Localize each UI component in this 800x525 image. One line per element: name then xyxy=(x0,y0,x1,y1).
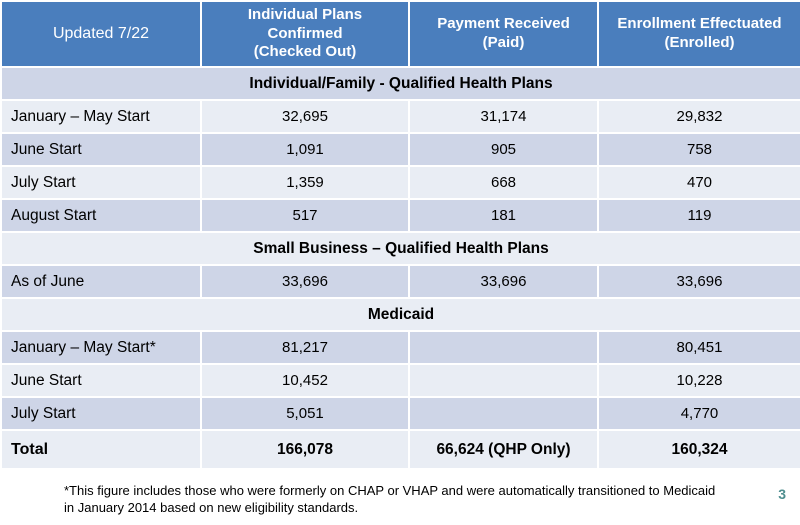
row-label: January – May Start* xyxy=(0,330,202,365)
data-row: July Start 5,051 4,770 xyxy=(0,396,800,431)
header-row: Updated 7/22 Individual Plans Confirmed … xyxy=(0,0,800,68)
enrolled-value: 10,228 xyxy=(597,363,800,398)
confirmed-value: 166,078 xyxy=(200,429,410,470)
paid-value: 181 xyxy=(408,198,599,233)
row-label: Total xyxy=(0,429,202,470)
data-row: January – May Start* 81,217 80,451 xyxy=(0,330,800,365)
updated-date-cell: Updated 7/22 xyxy=(0,0,202,68)
col-header-paid: Payment Received (Paid) xyxy=(408,0,599,68)
enrolled-value: 4,770 xyxy=(597,396,800,431)
data-row: As of June 33,696 33,696 33,696 xyxy=(0,264,800,299)
confirmed-value: 1,359 xyxy=(200,165,410,200)
col-header-confirmed: Individual Plans Confirmed (Checked Out) xyxy=(200,0,410,68)
paid-value xyxy=(408,330,599,365)
enrolled-value: 29,832 xyxy=(597,99,800,134)
enrolled-value: 758 xyxy=(597,132,800,167)
section-header: Small Business – Qualified Health Plans xyxy=(0,231,800,266)
confirmed-value: 32,695 xyxy=(200,99,410,134)
enrolled-value: 119 xyxy=(597,198,800,233)
row-label: January – May Start xyxy=(0,99,202,134)
section-header: Individual/Family - Qualified Health Pla… xyxy=(0,66,800,101)
paid-value xyxy=(408,363,599,398)
enrolled-value: 33,696 xyxy=(597,264,800,299)
enrollment-table: Updated 7/22 Individual Plans Confirmed … xyxy=(0,0,800,470)
data-row: August Start 517 181 119 xyxy=(0,198,800,233)
total-row: Total 166,078 66,624 (QHP Only) 160,324 xyxy=(0,429,800,470)
table-header: Updated 7/22 Individual Plans Confirmed … xyxy=(0,0,800,68)
enrolled-value: 160,324 xyxy=(597,429,800,470)
row-label: As of June xyxy=(0,264,202,299)
confirmed-value: 5,051 xyxy=(200,396,410,431)
paid-value: 668 xyxy=(408,165,599,200)
confirmed-value: 81,217 xyxy=(200,330,410,365)
row-label: July Start xyxy=(0,396,202,431)
paid-value: 905 xyxy=(408,132,599,167)
data-row: July Start 1,359 668 470 xyxy=(0,165,800,200)
row-label: June Start xyxy=(0,363,202,398)
data-row: June Start 10,452 10,228 xyxy=(0,363,800,398)
data-row: June Start 1,091 905 758 xyxy=(0,132,800,167)
confirmed-value: 10,452 xyxy=(200,363,410,398)
row-label: August Start xyxy=(0,198,202,233)
page-number: 3 xyxy=(778,486,786,502)
section-row: Medicaid xyxy=(0,297,800,332)
footnote: *This figure includes those who were for… xyxy=(64,483,716,515)
confirmed-value: 33,696 xyxy=(200,264,410,299)
paid-value: 66,624 (QHP Only) xyxy=(408,429,599,470)
enrolled-value: 470 xyxy=(597,165,800,200)
row-label: June Start xyxy=(0,132,202,167)
enrolled-value: 80,451 xyxy=(597,330,800,365)
col-header-enrolled: Enrollment Effectuated (Enrolled) xyxy=(597,0,800,68)
paid-value xyxy=(408,396,599,431)
row-label: July Start xyxy=(0,165,202,200)
section-row: Small Business – Qualified Health Plans xyxy=(0,231,800,266)
confirmed-value: 1,091 xyxy=(200,132,410,167)
table-body: Individual/Family - Qualified Health Pla… xyxy=(0,66,800,470)
section-header: Medicaid xyxy=(0,297,800,332)
paid-value: 33,696 xyxy=(408,264,599,299)
data-row: January – May Start 32,695 31,174 29,832 xyxy=(0,99,800,134)
paid-value: 31,174 xyxy=(408,99,599,134)
section-row: Individual/Family - Qualified Health Pla… xyxy=(0,66,800,101)
confirmed-value: 517 xyxy=(200,198,410,233)
